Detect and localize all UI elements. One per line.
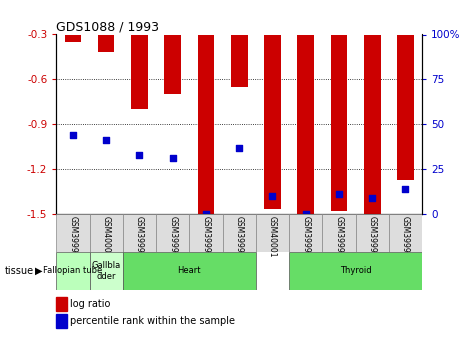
Bar <box>364 34 380 214</box>
Text: ▶: ▶ <box>35 266 42 276</box>
Point <box>402 186 409 191</box>
Text: GSM39992: GSM39992 <box>168 216 177 257</box>
Text: GSM39999: GSM39999 <box>234 216 244 257</box>
Point <box>136 152 143 157</box>
Bar <box>123 252 256 290</box>
Bar <box>65 34 81 42</box>
Point <box>202 211 210 217</box>
Text: log ratio: log ratio <box>70 299 111 308</box>
Bar <box>90 252 123 290</box>
Text: GDS1088 / 1993: GDS1088 / 1993 <box>56 20 159 33</box>
Text: GSM39993: GSM39993 <box>135 216 144 257</box>
Text: Thyroid: Thyroid <box>340 266 371 275</box>
Point <box>69 132 76 138</box>
Point <box>269 193 276 199</box>
Text: GSM39996: GSM39996 <box>334 216 343 257</box>
Text: GSM39994: GSM39994 <box>201 216 211 257</box>
Bar <box>231 34 248 87</box>
Text: Heart: Heart <box>178 266 201 275</box>
Bar <box>331 34 347 211</box>
Bar <box>397 34 414 179</box>
Bar <box>297 34 314 214</box>
Bar <box>164 34 181 94</box>
Bar <box>56 214 90 252</box>
Point <box>335 191 343 197</box>
Text: GSM39998: GSM39998 <box>401 216 410 257</box>
Bar <box>56 252 90 290</box>
Text: GSM39997: GSM39997 <box>368 216 377 257</box>
Text: percentile rank within the sample: percentile rank within the sample <box>70 316 235 326</box>
Text: GSM39995: GSM39995 <box>301 216 310 257</box>
Bar <box>264 34 281 209</box>
Bar <box>189 214 223 252</box>
Point <box>369 195 376 200</box>
Point <box>235 145 243 150</box>
Bar <box>156 214 189 252</box>
Text: GSM39991: GSM39991 <box>68 216 77 257</box>
Bar <box>289 214 322 252</box>
Bar <box>356 214 389 252</box>
Bar <box>289 252 422 290</box>
Point <box>169 156 176 161</box>
Text: GSM40001: GSM40001 <box>268 216 277 257</box>
Bar <box>223 214 256 252</box>
Bar <box>197 34 214 214</box>
Text: GSM40000: GSM40000 <box>102 216 111 257</box>
Point <box>302 211 310 217</box>
Bar <box>131 34 148 109</box>
Bar <box>90 214 123 252</box>
Text: tissue: tissue <box>5 266 34 276</box>
Text: Gallbla
dder: Gallbla dder <box>91 261 121 280</box>
Bar <box>123 214 156 252</box>
Bar <box>389 214 422 252</box>
Bar <box>256 214 289 252</box>
Point <box>102 138 110 143</box>
Text: Fallopian tube: Fallopian tube <box>43 266 103 275</box>
Bar <box>322 214 356 252</box>
Bar <box>98 34 114 52</box>
